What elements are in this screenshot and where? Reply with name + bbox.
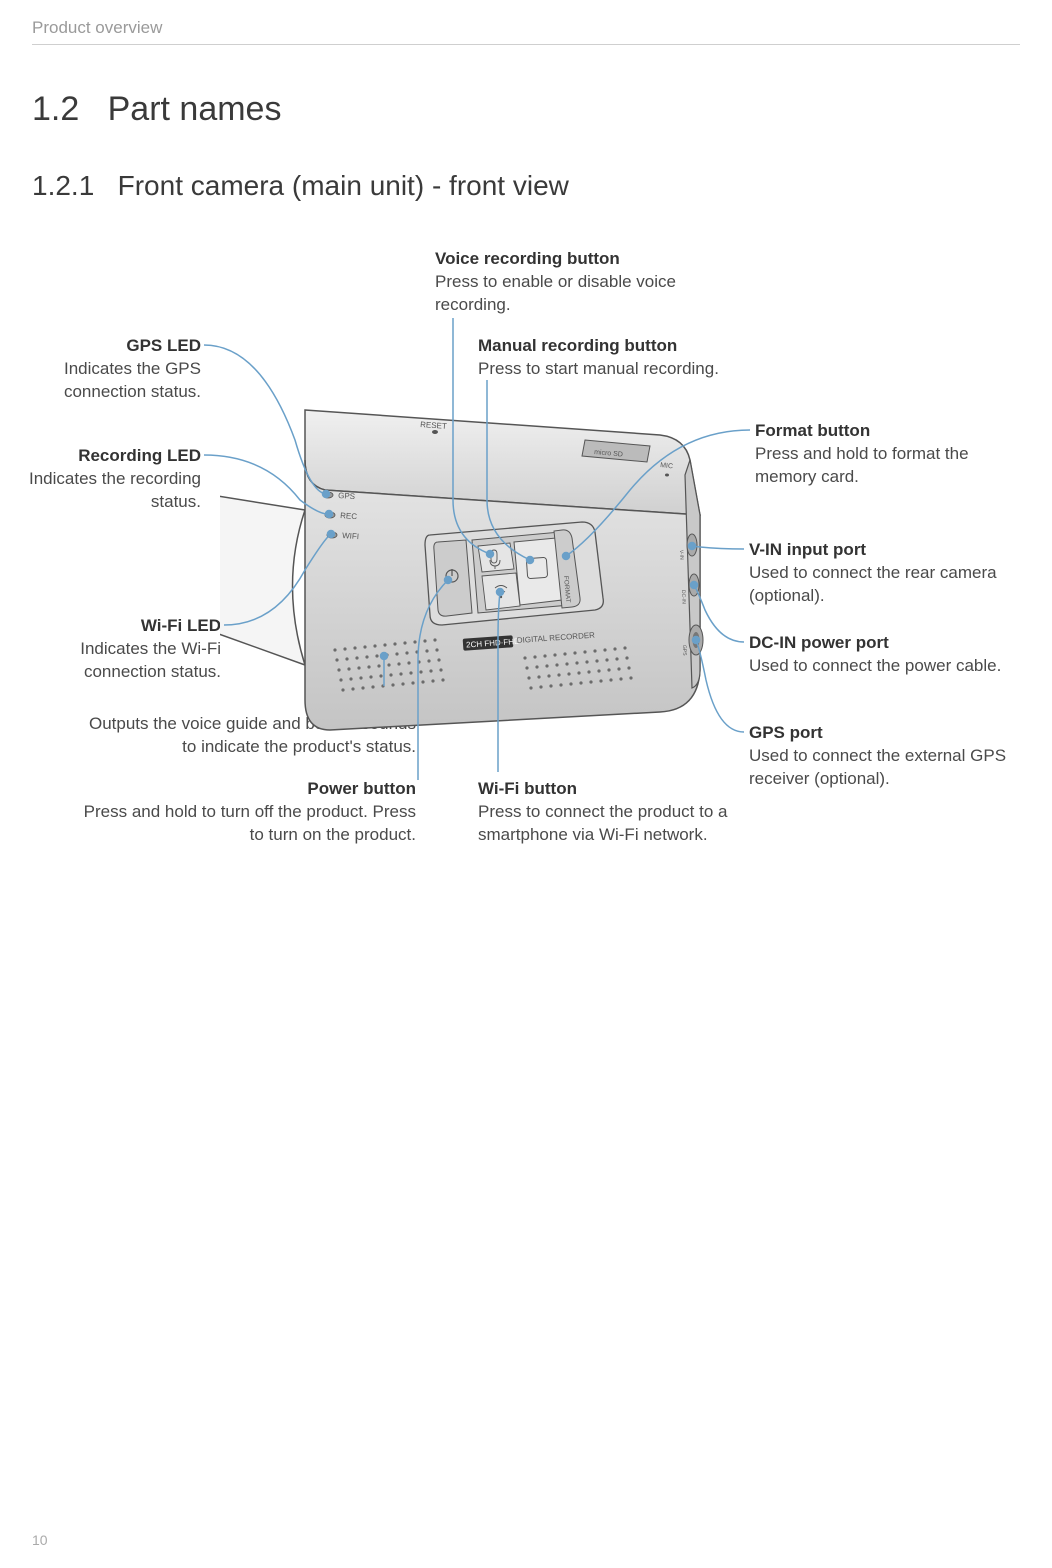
callout-title: Recording LED <box>78 446 201 465</box>
callout-dcin-port: DC-IN power port Used to connect the pow… <box>749 632 1019 678</box>
section-title: Part names <box>108 90 282 128</box>
callout-title: Manual recording button <box>478 336 677 355</box>
callout-gps-port: GPS port Used to connect the external GP… <box>749 722 1019 791</box>
device-rec-label: REC <box>340 511 358 521</box>
callout-title: GPS LED <box>126 336 201 355</box>
subsection-number: 1.2.1 <box>32 170 94 201</box>
subsection-title: Front camera (main unit) - front view <box>118 170 569 201</box>
diagram: GPS LED Indicates the GPS connection sta… <box>0 240 1052 960</box>
callout-desc: Used to connect the power cable. <box>749 656 1001 675</box>
callout-manual-rec: Manual recording button Press to start m… <box>478 335 788 381</box>
header-divider <box>32 44 1020 45</box>
device-gps-port-label: GPS <box>681 645 687 656</box>
callout-wifi-led: Wi-Fi LED Indicates the Wi-Fi connection… <box>26 615 221 684</box>
device-reset-label: RESET <box>420 420 447 431</box>
callout-desc: Press and hold to turn off the product. … <box>84 802 416 844</box>
callout-title: V-IN input port <box>749 540 866 559</box>
section-number: 1.2 <box>32 90 79 128</box>
device-dcin-port-label: DC-IN <box>680 590 686 604</box>
callout-title: Wi-Fi button <box>478 779 577 798</box>
callout-desc: Press to start manual recording. <box>478 359 719 378</box>
callout-format-btn: Format button Press and hold to format t… <box>755 420 1005 489</box>
callout-desc: Indicates the recording status. <box>29 469 201 511</box>
callout-wifi-btn: Wi-Fi button Press to connect the produc… <box>478 778 728 847</box>
breadcrumb-label: Product overview <box>32 18 162 38</box>
device-wifi-label: WIFI <box>342 531 359 541</box>
callout-title: Voice recording button <box>435 249 620 268</box>
device-vin-port-label: V-IN <box>678 550 684 560</box>
callout-desc: Indicates the GPS connection status. <box>64 359 201 401</box>
device-mic-label: MIC <box>660 462 674 470</box>
callout-title: Format button <box>755 421 870 440</box>
callout-title: DC-IN power port <box>749 633 889 652</box>
section-heading: 1.2 Part names <box>32 90 281 129</box>
callout-desc: Press to connect the product to a smartp… <box>478 802 727 844</box>
callout-desc: Used to connect the rear camera (optiona… <box>749 563 997 605</box>
callout-title: Wi-Fi LED <box>141 616 221 635</box>
page-number: 10 <box>32 1532 48 1548</box>
camera-illustration: RESET micro SD MIC GPS REC WIFI F <box>220 390 740 750</box>
callout-title: Power button <box>307 779 416 798</box>
callout-power-btn: Power button Press and hold to turn off … <box>76 778 416 847</box>
callout-desc: Used to connect the external GPS receive… <box>749 746 1006 788</box>
callout-gps-led: GPS LED Indicates the GPS connection sta… <box>26 335 201 404</box>
callout-title: GPS port <box>749 723 823 742</box>
subsection-heading: 1.2.1 Front camera (main unit) - front v… <box>32 170 569 202</box>
callout-desc: Press to enable or disable voice recordi… <box>435 272 676 314</box>
callout-desc: Press and hold to format the memory card… <box>755 444 969 486</box>
callout-recording-led: Recording LED Indicates the recording st… <box>26 445 201 514</box>
callout-vin-port: V-IN input port Used to connect the rear… <box>749 539 1029 608</box>
callout-desc: Indicates the Wi-Fi connection status. <box>80 639 221 681</box>
device-gps-label: GPS <box>338 491 355 501</box>
callout-voice-rec: Voice recording button Press to enable o… <box>435 248 745 317</box>
